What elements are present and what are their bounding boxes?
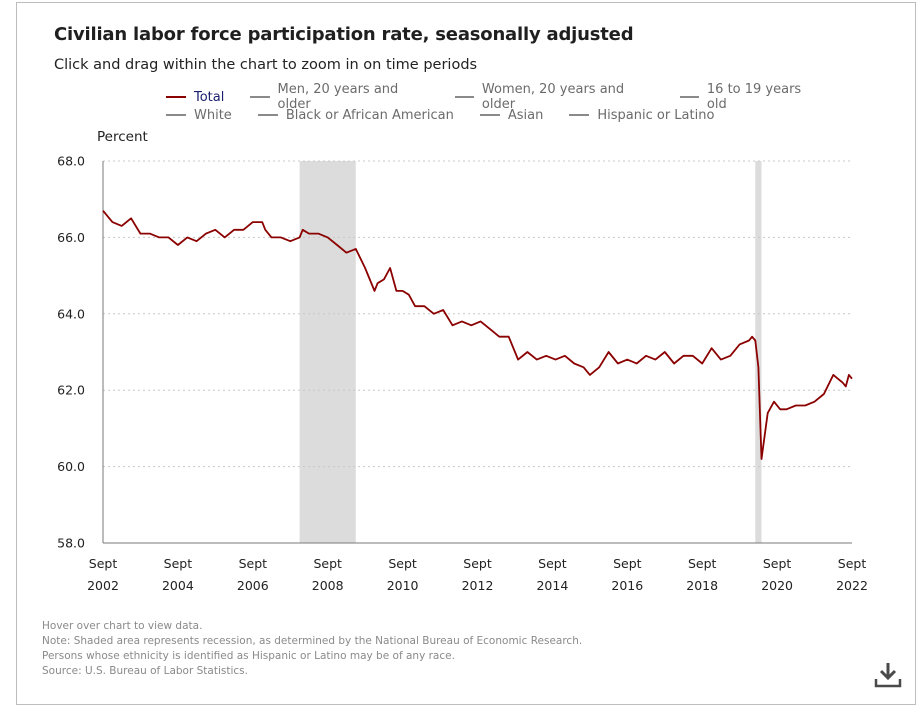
legend-item-men[interactable]: Men, 20 years and older — [250, 82, 428, 112]
x-tick-year: 2012 — [462, 578, 494, 593]
y-tick-label: 58.0 — [57, 536, 85, 551]
x-tick-month: Sept — [838, 556, 867, 571]
legend: Total Men, 20 years and older Women, 20 … — [166, 82, 846, 124]
legend-label: 16 to 19 years old — [706, 82, 802, 112]
legend-item-black[interactable]: Black or African American — [257, 107, 454, 123]
legend-label: Hispanic or Latino — [597, 107, 715, 123]
download-button[interactable] — [872, 660, 904, 690]
x-tick-month: Sept — [763, 556, 792, 571]
x-tick-month: Sept — [313, 556, 342, 571]
y-tick-label: 60.0 — [57, 459, 85, 474]
x-tick-month: Sept — [613, 556, 642, 571]
x-tick-year: 2002 — [87, 578, 119, 593]
note-recession: Note: Shaded area represents recession, … — [42, 635, 583, 647]
legend-swatch — [257, 114, 278, 116]
chart-subtitle: Click and drag within the chart to zoom … — [54, 57, 478, 73]
note-source: Source: U.S. Bureau of Labor Statistics. — [42, 665, 248, 677]
recession-shading-group — [299, 161, 762, 543]
legend-label: Men, 20 years and older — [277, 82, 399, 112]
legend-swatch — [479, 114, 500, 116]
x-tick-year: 2022 — [836, 578, 868, 593]
y-axis-label: Percent — [97, 129, 148, 145]
recession-band — [755, 161, 762, 543]
x-tick-month: Sept — [239, 556, 268, 571]
recession-band — [299, 161, 356, 543]
x-tick-month: Sept — [538, 556, 567, 571]
legend-swatch — [166, 114, 186, 116]
x-tick-month: Sept — [164, 556, 193, 571]
x-tick-labels: Sept 2002 Sept 2004 Sept 2006 Sept 2008 Sept 2010… — [87, 556, 868, 593]
legend-item-total[interactable]: Total — [166, 90, 224, 105]
x-tick-month: Sept — [463, 556, 492, 571]
x-tick-year: 2004 — [162, 578, 194, 593]
footnotes: Hover over chart to view data. Note: Sha… — [42, 619, 582, 679]
note-hover: Hover over chart to view data. — [42, 620, 203, 632]
legend-row-1: Total Men, 20 years and older Women, 20 … — [166, 82, 846, 112]
note-ethnicity: Persons whose ethnicity is identified as… — [42, 650, 455, 662]
x-tick-year: 2014 — [536, 578, 568, 593]
gridlines-group — [103, 160, 852, 468]
legend-swatch — [454, 96, 474, 98]
x-tick-year: 2016 — [611, 578, 643, 593]
legend-swatch — [679, 96, 699, 98]
y-tick-label: 68.0 — [57, 154, 85, 169]
legend-swatch — [166, 96, 186, 98]
legend-item-women[interactable]: Women, 20 years and older — [454, 82, 654, 112]
axes-group — [102, 161, 852, 544]
y-tick-label: 62.0 — [57, 383, 85, 398]
legend-label: Total — [194, 89, 225, 105]
x-tick-month: Sept — [688, 556, 717, 571]
legend-label: Black or African American — [285, 107, 454, 123]
chart-title: Civilian labor force participation rate,… — [54, 24, 634, 45]
y-tick-label: 66.0 — [57, 230, 85, 245]
chart-container — [16, 2, 916, 705]
x-tick-year: 2006 — [237, 578, 269, 593]
legend-label: Asian — [507, 107, 544, 123]
download-icon — [874, 663, 902, 688]
legend-item-white[interactable]: White — [166, 108, 232, 123]
legend-label: White — [194, 107, 232, 123]
x-tick-month: Sept — [388, 556, 417, 571]
x-tick-month: Sept — [89, 556, 118, 571]
x-tick-year: 2018 — [686, 578, 718, 593]
x-tick-year: 2010 — [387, 578, 419, 593]
x-tick-year: 2008 — [312, 578, 344, 593]
x-tick-year: 2020 — [761, 578, 793, 593]
y-tick-label: 64.0 — [57, 306, 85, 321]
legend-swatch — [250, 96, 270, 98]
legend-item-16-19[interactable]: 16 to 19 years old — [679, 82, 820, 112]
series-group — [102, 210, 853, 460]
legend-label: Women, 20 years and older — [481, 82, 625, 112]
legend-row-2: White Black or African American Asian Hi… — [166, 106, 846, 124]
legend-item-asian[interactable]: Asian — [479, 107, 544, 123]
legend-item-hispanic[interactable]: Hispanic or Latino — [569, 108, 714, 123]
series-line-total — [102, 210, 853, 460]
y-tick-labels: 58.0 60.0 62.0 64.0 66.0 68.0 — [57, 154, 85, 551]
legend-swatch — [569, 114, 590, 116]
